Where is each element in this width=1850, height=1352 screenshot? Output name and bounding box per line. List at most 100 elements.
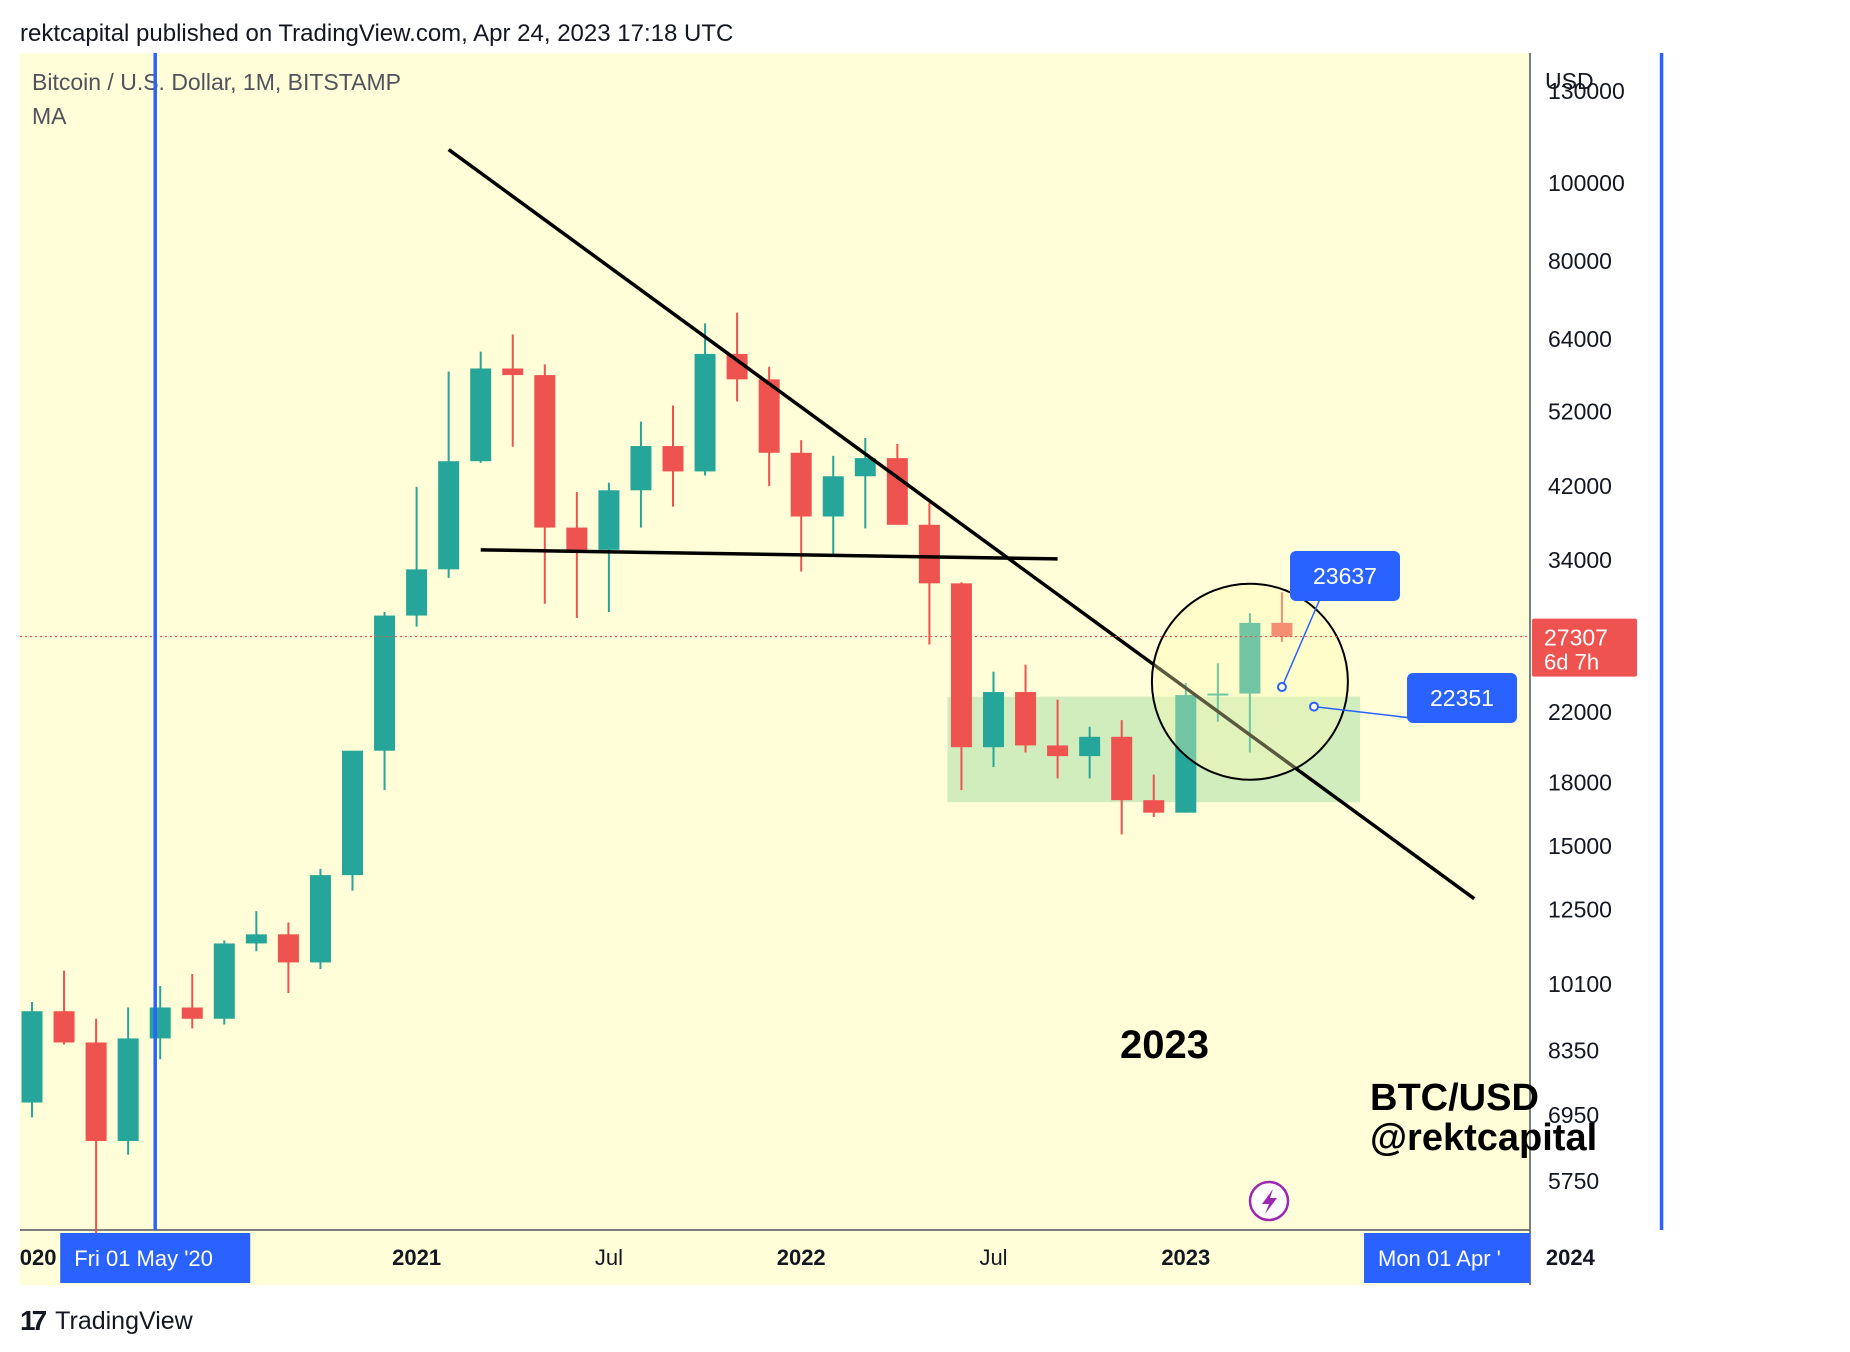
candle xyxy=(983,671,1004,768)
candle xyxy=(1079,726,1101,779)
candle-body xyxy=(662,446,684,472)
candle-body xyxy=(149,1007,171,1039)
descending-trendline[interactable] xyxy=(447,148,1476,901)
date-marker-label: Mon 01 Apr ' xyxy=(1378,1246,1501,1271)
price-tick-label: 42000 xyxy=(1548,473,1612,499)
candle xyxy=(1015,664,1037,753)
highlight-circle[interactable] xyxy=(1150,582,1349,781)
candle-body xyxy=(85,1042,107,1141)
candle xyxy=(1143,774,1165,817)
candle xyxy=(277,922,299,994)
candle-body xyxy=(374,615,396,751)
candle-body xyxy=(694,353,716,472)
candle xyxy=(662,405,684,507)
candle-body xyxy=(758,379,780,453)
tradingview-logo-text: TradingView xyxy=(55,1306,193,1335)
callout-anchor xyxy=(1276,682,1287,693)
watermark-pair: BTC/USD xyxy=(1370,1077,1539,1119)
candle-body xyxy=(726,353,748,380)
candle xyxy=(85,1018,107,1238)
price-tick-label: 6950 xyxy=(1548,1102,1599,1128)
date-marker-label: Fri 01 May '20 xyxy=(74,1246,213,1271)
candle-body xyxy=(1175,695,1197,813)
time-tick-label: 2021 xyxy=(392,1245,441,1270)
candle-body xyxy=(1207,693,1229,696)
candle-body xyxy=(630,446,652,491)
candle-body xyxy=(213,943,235,1019)
candle xyxy=(726,312,748,402)
candle xyxy=(758,366,780,487)
candle xyxy=(406,486,428,627)
price-tick-label: 12500 xyxy=(1548,897,1612,923)
candle xyxy=(534,364,556,604)
candle xyxy=(566,491,588,618)
candle xyxy=(53,970,75,1045)
time-tick-label: 2024 xyxy=(1546,1245,1596,1270)
callout-anchor xyxy=(1309,701,1319,712)
current-price-tag xyxy=(1532,618,1637,677)
candle-body xyxy=(1111,736,1133,801)
candle-body xyxy=(566,527,588,550)
candle xyxy=(502,334,524,447)
candle-countdown: 6d 7h xyxy=(1544,650,1599,675)
price-tick-label: 34000 xyxy=(1548,547,1612,573)
price-tick-label: 10100 xyxy=(1548,971,1612,997)
candle-body xyxy=(502,368,524,376)
candle xyxy=(342,750,363,891)
horizontal-resistance-line[interactable] xyxy=(480,548,1058,561)
candle xyxy=(1047,699,1069,779)
tradingview-logo[interactable]: 17 TradingView xyxy=(20,1305,193,1337)
publish-line: rektcapital published on TradingView.com… xyxy=(20,20,734,47)
candle-body xyxy=(1239,622,1261,694)
candle-body xyxy=(1015,692,1037,746)
price-tick-label: 100000 xyxy=(1548,170,1625,196)
candle xyxy=(918,503,940,645)
candle-body xyxy=(470,368,492,462)
candle xyxy=(374,611,396,791)
year-annotation: 2023 xyxy=(1120,1023,1209,1067)
candle-body xyxy=(854,458,876,477)
candle xyxy=(21,1001,43,1118)
candle-body xyxy=(534,375,556,528)
candle xyxy=(309,868,331,970)
candle xyxy=(117,1007,139,1155)
candle xyxy=(598,482,620,612)
candle xyxy=(950,582,972,791)
price-tick-label: 64000 xyxy=(1548,326,1612,352)
candle-body xyxy=(181,1007,203,1019)
candle-body xyxy=(598,490,620,550)
callout-box xyxy=(1407,673,1517,723)
candle xyxy=(470,351,492,463)
candle xyxy=(1239,613,1261,753)
candle-body xyxy=(117,1038,139,1141)
candle-body xyxy=(309,875,331,963)
candle-body xyxy=(1143,800,1165,813)
candle xyxy=(1111,720,1133,835)
candle xyxy=(694,323,716,476)
price-callout[interactable]: 23637 xyxy=(1276,551,1400,693)
candle-body xyxy=(983,692,1004,748)
candle-body xyxy=(245,934,267,944)
time-axis[interactable] xyxy=(20,1230,1530,1285)
price-callout[interactable]: 22351 xyxy=(1309,673,1517,723)
candle-body xyxy=(1271,622,1293,637)
candle xyxy=(438,371,460,578)
candle xyxy=(1271,592,1293,642)
price-tick-label: 22000 xyxy=(1548,699,1612,725)
candle xyxy=(822,455,844,557)
lightning-icon[interactable] xyxy=(1248,1180,1290,1222)
candle xyxy=(790,440,812,572)
plot-background xyxy=(20,53,1530,1230)
candle-body xyxy=(406,569,428,616)
callout-label: 23637 xyxy=(1313,563,1377,589)
price-tick-label: 15000 xyxy=(1548,833,1612,859)
currency-label: USD xyxy=(1545,68,1594,94)
price-tick-label: 52000 xyxy=(1548,398,1612,424)
date-marker-label-bg xyxy=(60,1233,251,1283)
callout-label: 22351 xyxy=(1430,685,1494,711)
callout-box xyxy=(1290,551,1400,601)
price-tick-label: 5750 xyxy=(1548,1168,1599,1194)
candle-body xyxy=(950,583,972,748)
price-tick-label: 130000 xyxy=(1548,78,1625,104)
